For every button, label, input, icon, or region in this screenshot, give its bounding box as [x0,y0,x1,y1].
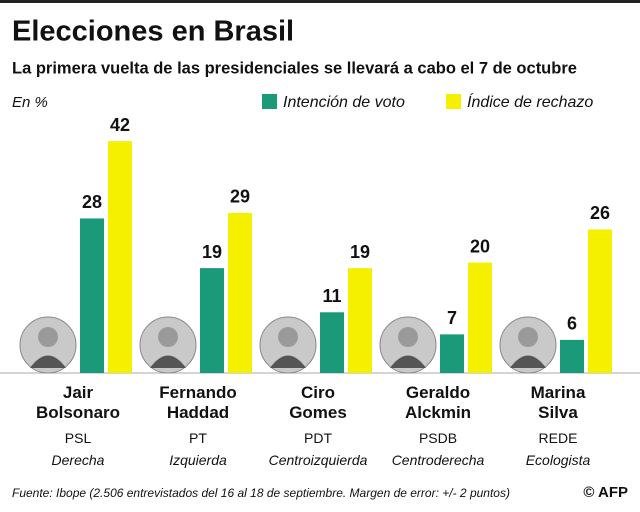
portrait-body [30,355,66,368]
value-label: 6 [567,314,577,334]
bar [320,312,344,373]
bar [200,268,224,373]
bar [228,212,252,373]
bar [588,229,612,373]
bar [348,268,372,373]
ideology: Centroderecha [391,452,485,468]
party: PDT [304,430,332,446]
portrait-head [518,327,538,347]
value-label: 19 [202,242,222,262]
value-label: 20 [470,236,490,256]
portrait-head [278,327,298,347]
credit: © AFP [583,484,628,501]
value-label: 29 [230,187,250,207]
legend-swatch [446,94,461,109]
portrait-head [158,327,178,347]
candidate-name: Marina Silva [530,383,586,422]
bar [440,334,464,373]
party: PT [189,430,207,446]
ideology: Centroizquierda [268,452,368,468]
ideology: Izquierda [169,452,227,468]
portrait-body [270,355,306,368]
candidate-name: Fernando Haddad [159,383,237,422]
candidate-name: Jair Bolsonaro [35,383,121,422]
bar [560,339,584,373]
bar [108,141,132,373]
ideology: Derecha [51,452,105,468]
bar [80,218,104,373]
subtitle: La primera vuelta de las presidenciales … [12,59,577,77]
party: REDE [538,430,578,446]
legend-label: Intención de voto [283,94,405,111]
portrait-head [398,327,418,347]
portrait-head [38,327,58,347]
chart-title: Elecciones en Brasil [12,16,294,48]
unit-label: En % [12,94,48,111]
value-label: 42 [110,115,130,135]
portrait-body [390,355,426,368]
legend-swatch [262,94,277,109]
value-label: 11 [322,286,341,306]
party: PSL [64,430,92,446]
portrait-body [510,355,546,368]
bar [468,262,492,373]
legend-label: Índice de rechazo [467,92,593,111]
candidate-name: Geraldo Alckmin [404,383,472,422]
ideology: Ecologista [525,452,591,468]
party: PSDB [418,430,458,446]
value-label: 26 [590,203,610,223]
value-label: 7 [447,308,457,328]
portrait-body [150,355,186,368]
top-rule [0,0,640,3]
value-label: 28 [82,192,102,212]
candidate-name: Ciro Gomes [289,383,347,422]
source: Fuente: Ibope (2.506 entrevistados del 1… [12,486,510,500]
value-label: 19 [350,242,370,262]
